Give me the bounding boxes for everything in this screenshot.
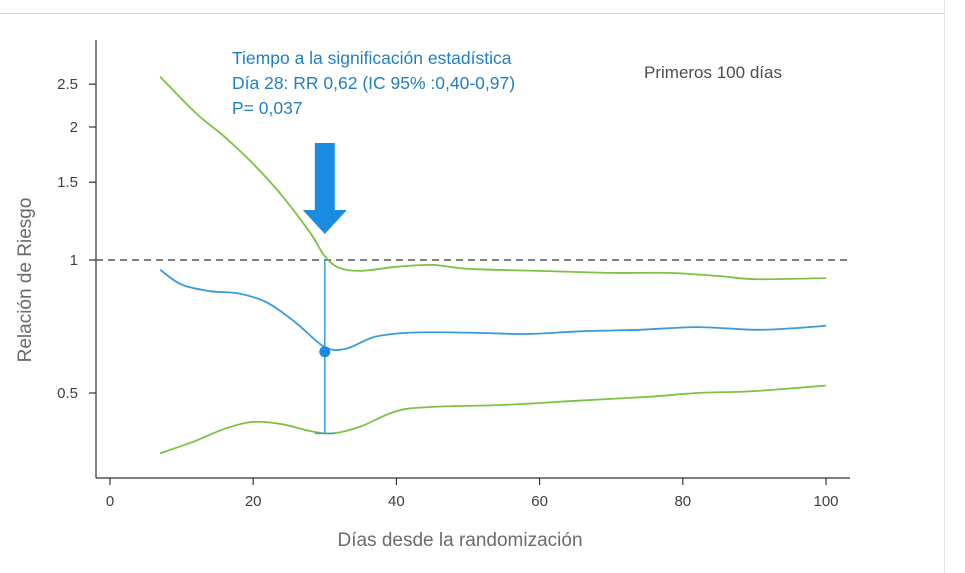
annotation-group: Tiempo a la significación estadística Dí… (232, 48, 515, 435)
x-tick-label: 40 (388, 493, 405, 510)
right-divider (944, 0, 945, 573)
series-lower-ci-line (159, 384, 827, 455)
x-tick-label: 100 (813, 493, 838, 510)
x-tick-label: 0 (106, 493, 114, 510)
x-axis-label: Días desde la randomización (337, 530, 582, 551)
annotation-line-1: Tiempo a la significación estadística (232, 48, 512, 68)
significance-point (319, 346, 331, 358)
axes: 0.5 1 1.5 2 2.5 0 20 40 60 80 100 (57, 40, 850, 510)
annotation-line-3: P= 0,037 (232, 98, 303, 118)
panel-label: Primeros 100 días (644, 63, 782, 82)
down-arrow-icon (302, 143, 347, 234)
y-tick-label: 0.5 (57, 385, 78, 402)
x-tick-label: 20 (245, 493, 262, 510)
y-tick-label: 2 (70, 119, 78, 136)
series-upper-ci-line (159, 76, 827, 281)
x-tick-label: 80 (674, 493, 691, 510)
series-group (159, 76, 827, 455)
y-tick-label: 1.5 (57, 174, 78, 191)
y-tick-label: 2.5 (57, 76, 78, 93)
y-tick-label: 1 (70, 252, 78, 269)
top-divider (0, 0, 945, 14)
series-estimate-line (159, 269, 827, 352)
annotation-line-2: Día 28: RR 0,62 (IC 95% :0,40-0,97) (232, 73, 515, 93)
x-tick-label: 60 (531, 493, 548, 510)
y-axis-label: Relación de Riesgo (15, 198, 36, 363)
